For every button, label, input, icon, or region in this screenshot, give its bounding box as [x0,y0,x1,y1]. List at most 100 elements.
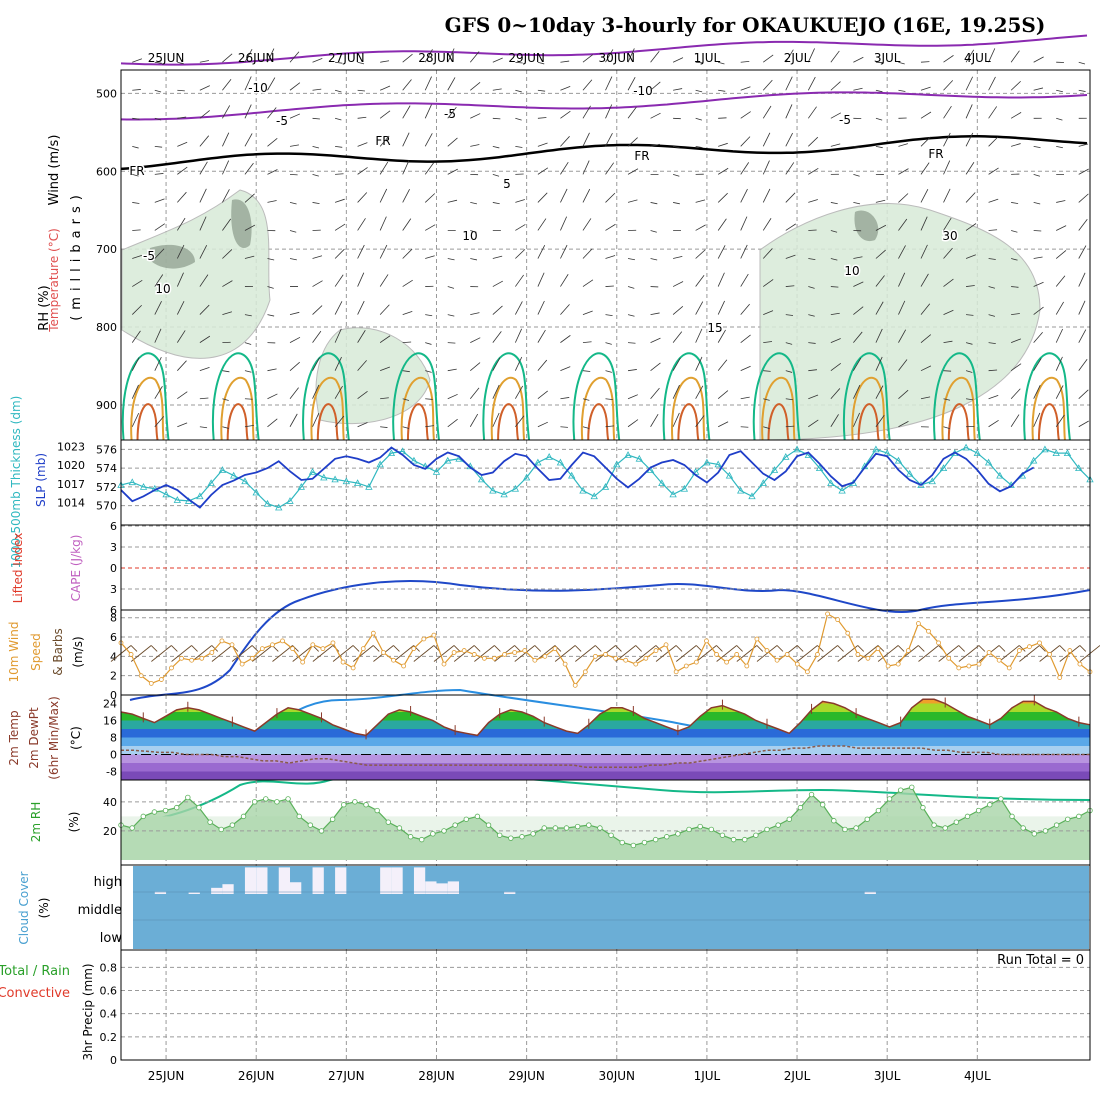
rh-point [374,807,380,814]
wind-barb [199,135,210,147]
wind-barb [289,51,300,63]
date-label-bottom: 2JUL [784,1069,811,1083]
speed-point [582,669,588,675]
isotherm-15-lobe [302,352,350,441]
wind-barb [177,191,187,203]
thickness-point [680,484,689,492]
cloud-bar-high [335,867,347,894]
speed-point [229,642,235,648]
wind-barb [334,248,345,259]
rh-point [419,836,425,843]
thickness-point [1041,445,1049,453]
slp-tick-label: 1020 [57,459,85,472]
thickness-point [399,447,407,455]
thickness-point [308,468,317,475]
wind-barb [447,48,455,63]
wind-barb [334,385,343,399]
wind-barb [853,56,864,63]
isotherm-15-lobe [1023,352,1071,441]
wind-barb [988,258,996,260]
rh-point [875,807,882,814]
wind-barb [797,645,818,662]
wind-barb [492,384,500,399]
rh-point [920,804,926,811]
wind-barb [131,304,142,315]
wind-barb [393,645,414,662]
wind-barb [943,278,954,287]
isotherm-20-lobe [761,377,796,441]
rh-point [975,807,982,814]
rh-point [1031,831,1038,837]
wind-barb [695,199,706,203]
series-slp [120,446,1035,509]
wind-barb [1078,193,1089,203]
speed-point [784,652,790,657]
rh-point [329,816,336,822]
wind-barb [1078,245,1087,259]
wind-barb [352,645,374,662]
wind-barb [830,362,841,371]
wind-barb [267,393,278,400]
wind-barb [627,77,636,91]
rh-point [240,813,247,820]
rh-point [953,819,960,825]
wind-barb [627,199,638,203]
wind-barb [920,273,929,287]
wind-barb [402,248,413,259]
wind-barb [222,218,232,231]
wind-barb [853,173,860,177]
wind-barb [650,50,660,63]
isotherm-25-lobe [226,403,249,441]
rh-point [441,828,447,834]
wind-barb [425,370,432,373]
wind-barb-flag [1018,645,1026,652]
wind-barb [267,107,277,119]
wind-barb-flag [352,645,360,652]
speed-point [300,659,306,665]
isotherm-15-lobe [572,352,621,441]
wind-barb [740,365,751,372]
wind-barb [244,314,252,317]
wind-barb [740,216,748,231]
wind-barb [177,330,186,343]
wind-barb [1010,363,1022,372]
wind-barb [177,166,188,175]
ylabel-wind: Wind (m/s) [47,135,62,206]
wind-barb [605,255,616,259]
wind-barb [695,61,704,64]
wind-barb [695,89,703,93]
precip-tick-label: 0.2 [100,1031,118,1044]
wind-barb [312,305,323,315]
rh-point [831,818,837,824]
rh-point [530,831,536,837]
speed-point [744,663,750,669]
speed-point [724,659,730,665]
thickness-point [320,473,328,481]
speed-point [986,650,992,655]
precip-tick-label: 0 [110,1054,117,1067]
wind-barb [650,112,661,119]
wind-barb [672,173,680,177]
wind-barb [537,300,545,315]
rh-point [597,825,603,831]
wind-barb [627,168,639,175]
wind-barb [470,337,481,343]
speed-point [138,673,144,679]
wind-barb [988,106,998,119]
isotherm-15-lobe [752,352,801,441]
time-axes: 25JUN 25JUN 26JUN 26JUN 27JUN 27JUN 28JUN 28JUN… [120,51,1091,1083]
wind-barb [222,311,233,315]
wind-barb [244,370,252,373]
thickness-point [1063,449,1072,457]
wind-barb [1055,385,1064,399]
rh-point [552,825,559,831]
wind-barb [1056,89,1063,93]
wind-barb [718,117,727,119]
rh-point [1053,822,1060,828]
wind-barb [998,645,1020,662]
wind-barb [1055,301,1064,315]
speed-point [259,646,265,652]
wind-barb [470,362,481,371]
wind-barb [199,85,210,91]
